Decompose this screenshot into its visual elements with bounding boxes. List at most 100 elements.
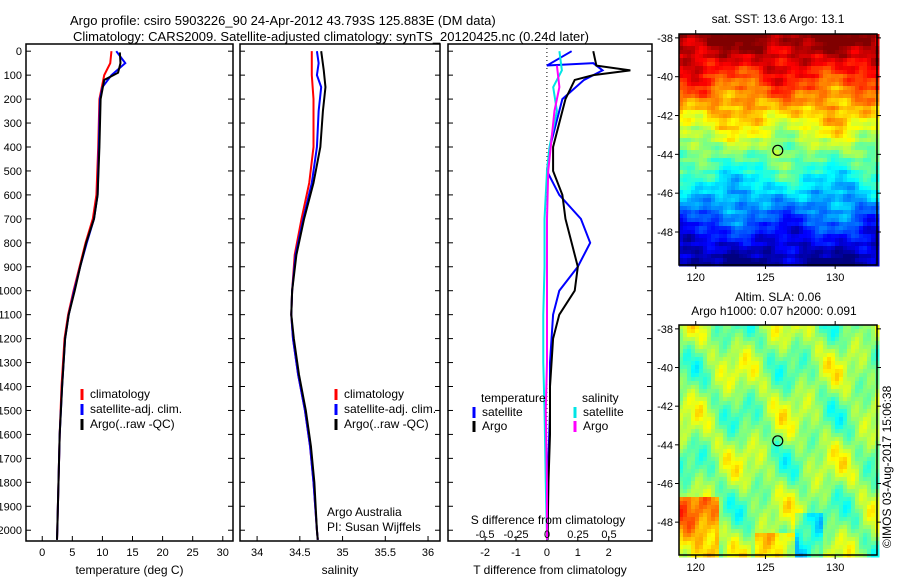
- map-cell: [767, 70, 772, 75]
- map-cell: [783, 158, 788, 163]
- map-cell: [687, 389, 692, 394]
- map-cell: [815, 38, 820, 43]
- map-cell: [707, 505, 712, 510]
- map-cell: [771, 365, 776, 370]
- map-cell: [687, 230, 692, 235]
- map-cell: [859, 166, 864, 171]
- map-cell: [775, 413, 780, 418]
- map-cell: [695, 357, 700, 362]
- map-cell: [807, 138, 812, 143]
- map-cell: [783, 501, 788, 506]
- map-cell: [711, 461, 716, 466]
- map-cell: [759, 238, 764, 243]
- map-cell: [811, 238, 816, 243]
- map-cell: [827, 178, 832, 183]
- map-cell: [699, 170, 704, 175]
- map-cell: [747, 130, 752, 135]
- map-cell: [851, 62, 856, 67]
- map-cell: [707, 381, 712, 386]
- map-cell: [695, 353, 700, 358]
- map-cell: [743, 509, 748, 514]
- map-cell: [755, 521, 760, 526]
- map-cell: [743, 34, 748, 39]
- map-cell: [683, 78, 688, 83]
- map-cell: [687, 405, 692, 410]
- map-cell: [775, 381, 780, 386]
- map-cell: [815, 102, 820, 107]
- map-cell: [739, 369, 744, 374]
- map-cell: [743, 517, 748, 522]
- map-cell: [807, 154, 812, 159]
- map-cell: [711, 501, 716, 506]
- map-cell: [719, 389, 724, 394]
- map-cell: [723, 409, 728, 414]
- map-cell: [751, 118, 756, 123]
- map-cell: [867, 90, 872, 95]
- map-cell: [707, 433, 712, 438]
- map-cell: [691, 78, 696, 83]
- map-cell: [739, 230, 744, 235]
- map-cell: [819, 38, 824, 43]
- map-cell: [767, 413, 772, 418]
- legend-label: climatology: [344, 387, 404, 401]
- map-cell: [743, 409, 748, 414]
- map-cell: [719, 174, 724, 179]
- map-cell: [759, 421, 764, 426]
- map-cell: [779, 417, 784, 422]
- map-cell: [727, 242, 732, 247]
- map-cell: [711, 62, 716, 67]
- map-cell: [735, 118, 740, 123]
- map-cell: [843, 122, 848, 127]
- map-cell: [703, 74, 708, 79]
- map-cell: [827, 182, 832, 187]
- map-cell: [771, 242, 776, 247]
- map-cell: [723, 154, 728, 159]
- map-cell: [687, 154, 692, 159]
- map-cell: [731, 94, 736, 99]
- map-cell: [723, 58, 728, 63]
- map-cell: [767, 66, 772, 71]
- map-cell: [687, 469, 692, 474]
- map-cell: [687, 473, 692, 478]
- map-cell: [815, 182, 820, 187]
- map-cell: [747, 437, 752, 442]
- map-cell: [843, 106, 848, 111]
- map-cell: [831, 70, 836, 75]
- map-cell: [695, 505, 700, 510]
- map-cell: [819, 34, 824, 39]
- map-cell: [695, 489, 700, 494]
- map-cell: [735, 533, 740, 538]
- map-cell: [791, 254, 796, 259]
- map-cell: [775, 365, 780, 370]
- map-cell: [779, 489, 784, 494]
- map-cell: [751, 222, 756, 227]
- map-cell: [695, 361, 700, 366]
- map-cell: [695, 206, 700, 211]
- map-cell: [759, 146, 764, 151]
- map-cell: [763, 34, 768, 39]
- map-cell: [771, 94, 776, 99]
- map-cell: [691, 74, 696, 79]
- map-cell: [835, 98, 840, 103]
- map-cell: [871, 210, 876, 215]
- map-cell: [747, 349, 752, 354]
- map-cell: [711, 361, 716, 366]
- map-cell: [747, 425, 752, 430]
- map-cell: [683, 154, 688, 159]
- map-cell: [699, 74, 704, 79]
- map-cell: [683, 485, 688, 490]
- map-cell: [743, 369, 748, 374]
- map-cell: [791, 46, 796, 51]
- map-cell: [795, 437, 800, 442]
- map-cell: [683, 86, 688, 91]
- map-cell: [831, 254, 836, 259]
- map-cell: [775, 134, 780, 139]
- y-tick-label: 200: [4, 94, 22, 106]
- map-cell: [715, 329, 720, 334]
- map-cell: [739, 433, 744, 438]
- map-cell: [871, 146, 876, 151]
- map-cell: [803, 421, 808, 426]
- map-cell: [715, 130, 720, 135]
- map-cell: [783, 421, 788, 426]
- map-cell: [703, 477, 708, 482]
